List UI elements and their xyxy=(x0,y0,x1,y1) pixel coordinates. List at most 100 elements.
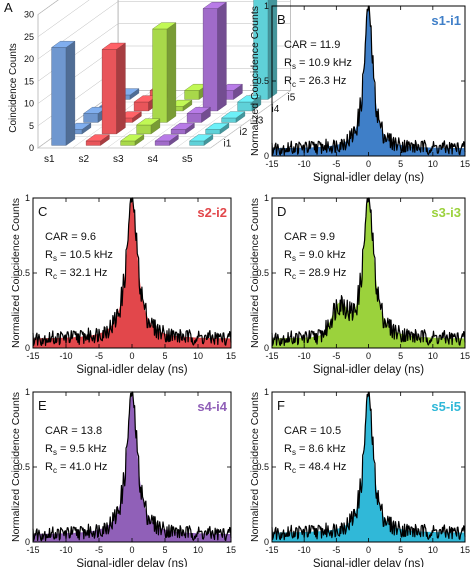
rs-annotation: Rs = 9.0 kHz xyxy=(284,249,346,263)
signal-tick-label: s3 xyxy=(113,154,124,165)
x-tick-label: 0 xyxy=(366,159,371,169)
x-tick-label: 10 xyxy=(428,545,438,555)
bar-top xyxy=(154,134,180,142)
signal-tick-label: s1 xyxy=(44,154,55,165)
bar-s3-i2 xyxy=(135,118,161,135)
x-tick-label: 0 xyxy=(366,545,371,555)
bar-s5-i1 xyxy=(188,134,214,146)
bar-side xyxy=(217,1,227,112)
x-tick-label: 5 xyxy=(162,545,167,555)
idler-tick-label: i2 xyxy=(240,127,248,138)
x-tick-label: 10 xyxy=(428,351,438,361)
y-tick-label: 0 xyxy=(29,143,34,153)
y-axis-label: Normalized Coincidence Counts xyxy=(10,198,22,348)
y-tick-label: 0 xyxy=(264,537,269,547)
y-tick-label: 10 xyxy=(24,99,34,109)
bar-s2-i2 xyxy=(101,42,127,135)
idler-tick-label: i1 xyxy=(224,138,232,149)
y-tick-label: 1 xyxy=(264,193,269,203)
x-tick-label: -15 xyxy=(265,159,278,169)
panel-label: D xyxy=(277,204,286,219)
panel-e: -15 -10 -5 0 5 10 15 0 0.5 1 Signal-idler delay (n… xyxy=(10,387,236,567)
panel-label: F xyxy=(277,398,285,413)
y-tick-label: 25 xyxy=(24,32,34,42)
panel-label: E xyxy=(38,398,47,413)
idler-tick-label: i4 xyxy=(272,104,280,115)
rc-annotation: Rc = 41.0 Hz xyxy=(45,461,107,475)
y-tick-label: 20 xyxy=(24,54,34,64)
signal-tick-label: s4 xyxy=(147,154,158,165)
signal-tick-label: s2 xyxy=(78,154,89,165)
x-axis-label: Signal-idler delay (ns) xyxy=(313,172,424,184)
bar-face xyxy=(83,113,99,123)
bar-face xyxy=(133,101,149,112)
pair-label: s2-i2 xyxy=(197,205,227,220)
y-axis-label: Normalized Coincidence Counts xyxy=(249,6,261,156)
bar-face xyxy=(186,113,202,123)
x-tick-label: -15 xyxy=(265,351,278,361)
x-tick-label: 15 xyxy=(460,159,470,169)
y-tick-label: 0 xyxy=(25,343,30,353)
x-tick-label: -15 xyxy=(26,545,39,555)
y-tick-label: 0 xyxy=(264,343,269,353)
bar-face xyxy=(221,117,237,123)
x-tick-label: -5 xyxy=(95,351,103,361)
bar-face xyxy=(136,124,152,135)
y-tick-label: 5 xyxy=(29,121,34,131)
grid-line xyxy=(37,1,291,60)
bar-top xyxy=(170,122,196,130)
bar-top xyxy=(188,134,214,142)
bar-top xyxy=(204,122,230,130)
rs-annotation: Rs = 9.5 kHz xyxy=(45,443,107,457)
car-annotation: CAR = 9.9 xyxy=(284,231,335,243)
rs-annotation: Rs = 8.6 kHz xyxy=(284,443,346,457)
pair-label: s5-i5 xyxy=(431,399,461,414)
bar-face xyxy=(152,28,168,123)
pair-label: s4-i4 xyxy=(197,399,227,414)
x-tick-label: -10 xyxy=(59,351,72,361)
y-tick-label: 0.5 xyxy=(256,76,269,86)
grid-line xyxy=(37,0,90,37)
y-axis-label: Normalized Coincidence Counts xyxy=(10,392,22,542)
pair-label: s3-i3 xyxy=(431,205,461,220)
rc-annotation: Rc = 32.1 Hz xyxy=(45,267,107,281)
x-tick-label: 5 xyxy=(162,351,167,361)
bar-top xyxy=(101,42,127,50)
y-tick-label: 0.5 xyxy=(256,268,269,278)
x-axis-label: Signal-idler delay (ns) xyxy=(313,364,424,376)
x-tick-label: 10 xyxy=(428,159,438,169)
x-tick-label: 5 xyxy=(398,351,403,361)
car-annotation: CAR = 10.5 xyxy=(284,425,341,437)
x-tick-label: 10 xyxy=(193,545,203,555)
bar-top xyxy=(119,134,145,142)
y-tick-label: 0.5 xyxy=(256,462,269,472)
panel-c: -15 -10 -5 0 5 10 15 0 0.5 1 Signal-idler delay (n… xyxy=(10,193,236,376)
bar-face xyxy=(184,90,200,100)
panel-d: -15 -10 -5 0 5 10 15 0 0.5 1 Signal-idler delay (n… xyxy=(249,193,470,376)
x-tick-label: 5 xyxy=(398,159,403,169)
y-axis-label: Normalized Coincidence Counts xyxy=(249,392,261,542)
bar-face xyxy=(205,129,221,135)
fit-area xyxy=(272,6,465,156)
x-tick-label: -10 xyxy=(298,351,311,361)
x-tick-label: 0 xyxy=(129,545,134,555)
rc-annotation: Rc = 28.9 Hz xyxy=(284,267,346,281)
bar-face xyxy=(120,140,136,146)
idler-tick-label: i5 xyxy=(288,92,296,103)
y-axis-label: Normalized Coincidence Counts xyxy=(249,198,261,348)
bar-s5-i4 xyxy=(236,95,262,112)
fit-area xyxy=(272,392,465,542)
panel-label: B xyxy=(277,12,286,27)
floor-grid-line xyxy=(210,90,291,149)
x-tick-label: -15 xyxy=(26,351,39,361)
fit-area xyxy=(272,198,465,348)
bar-s1-i1 xyxy=(50,40,76,146)
bar-s3-i1 xyxy=(119,134,145,146)
bar-side xyxy=(65,40,76,146)
x-tick-label: -5 xyxy=(95,545,103,555)
y-tick-label: 15 xyxy=(24,76,34,86)
bar-top xyxy=(220,111,246,119)
x-tick-label: 10 xyxy=(193,351,203,361)
bar-face xyxy=(170,129,186,135)
